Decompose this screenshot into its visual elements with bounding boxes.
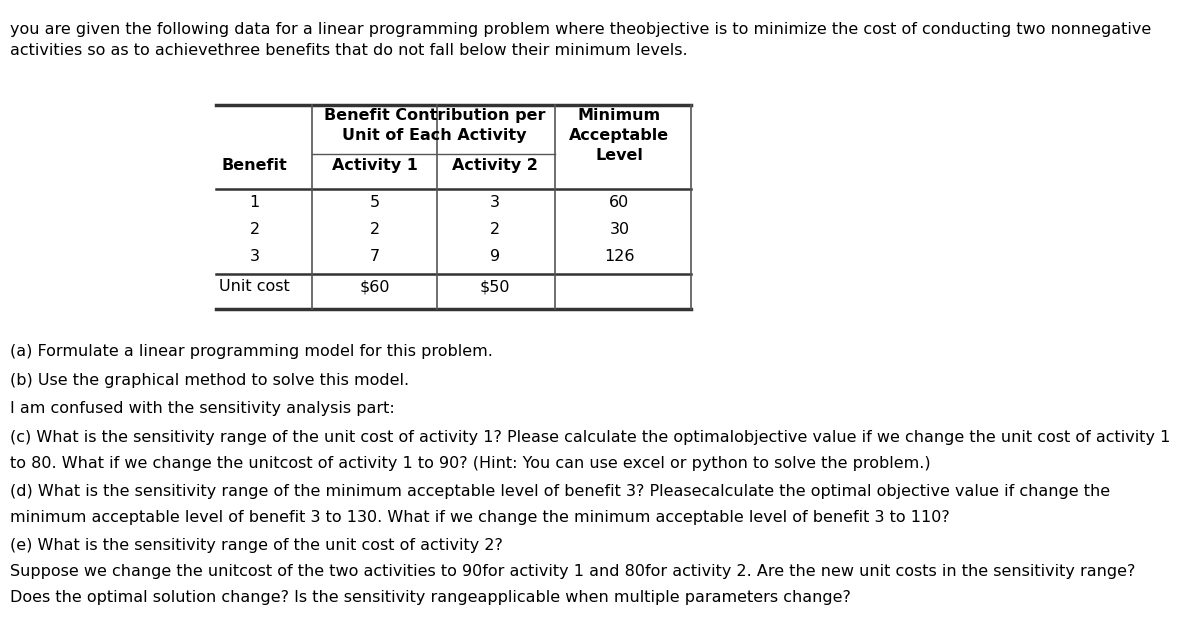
Text: Unit cost: Unit cost bbox=[220, 279, 290, 295]
Text: (d) What is the sensitivity range of the minimum acceptable level of benefit 3? : (d) What is the sensitivity range of the… bbox=[10, 484, 1110, 500]
Text: you are given the following data for a linear programming problem where theobjec: you are given the following data for a l… bbox=[10, 22, 1151, 58]
Text: minimum acceptable level of benefit 3 to 130. What if we change the minimum acce: minimum acceptable level of benefit 3 to… bbox=[10, 510, 949, 525]
Text: Does the optimal solution change? Is the sensitivity rangeapplicable when multip: Does the optimal solution change? Is the… bbox=[10, 590, 851, 605]
Text: I am confused with the sensitivity analysis part:: I am confused with the sensitivity analy… bbox=[10, 401, 395, 417]
Text: 9: 9 bbox=[490, 249, 499, 264]
Text: 5: 5 bbox=[370, 195, 379, 211]
Text: 60: 60 bbox=[610, 195, 630, 211]
Text: Minimum
Acceptable
Level: Minimum Acceptable Level bbox=[569, 108, 670, 163]
Text: Suppose we change the unitcost of the two activities to 90for activity 1 and 80f: Suppose we change the unitcost of the tw… bbox=[10, 564, 1135, 579]
Text: Benefit Contribution per
Unit of Each Activity: Benefit Contribution per Unit of Each Ac… bbox=[324, 108, 545, 144]
Text: 1: 1 bbox=[250, 195, 259, 211]
Text: $50: $50 bbox=[479, 279, 510, 295]
Text: $60: $60 bbox=[359, 279, 390, 295]
Text: (a) Formulate a linear programming model for this problem.: (a) Formulate a linear programming model… bbox=[10, 344, 492, 359]
Text: (e) What is the sensitivity range of the unit cost of activity 2?: (e) What is the sensitivity range of the… bbox=[10, 538, 503, 554]
Text: 3: 3 bbox=[490, 195, 499, 211]
Text: 7: 7 bbox=[370, 249, 379, 264]
Text: (b) Use the graphical method to solve this model.: (b) Use the graphical method to solve th… bbox=[10, 373, 409, 388]
Text: 3: 3 bbox=[250, 249, 259, 264]
Text: Activity 2: Activity 2 bbox=[451, 158, 538, 174]
Text: (c) What is the sensitivity range of the unit cost of activity 1? Please calcula: (c) What is the sensitivity range of the… bbox=[10, 430, 1170, 445]
Text: Benefit: Benefit bbox=[222, 158, 287, 174]
Text: 2: 2 bbox=[250, 222, 259, 237]
Text: 126: 126 bbox=[604, 249, 635, 264]
Text: 2: 2 bbox=[370, 222, 379, 237]
Text: Activity 1: Activity 1 bbox=[331, 158, 418, 174]
Text: 30: 30 bbox=[610, 222, 630, 237]
Text: to 80. What if we change the unitcost of activity 1 to 90? (Hint: You can use ex: to 80. What if we change the unitcost of… bbox=[10, 456, 930, 471]
Text: 2: 2 bbox=[490, 222, 499, 237]
